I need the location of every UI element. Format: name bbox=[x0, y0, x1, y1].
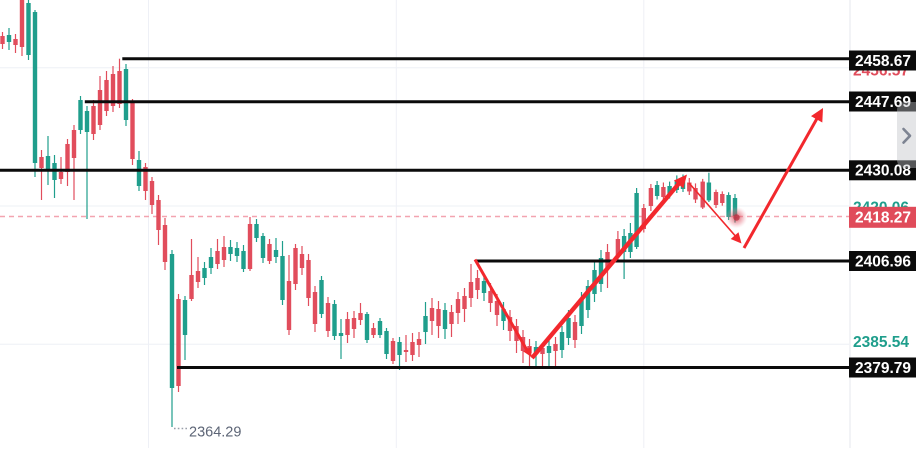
svg-text:2385.54: 2385.54 bbox=[853, 334, 909, 351]
svg-text:2458.67: 2458.67 bbox=[855, 53, 911, 70]
svg-text:2430.08: 2430.08 bbox=[855, 163, 911, 180]
svg-text:2406.96: 2406.96 bbox=[855, 253, 911, 270]
svg-text:2379.79: 2379.79 bbox=[855, 360, 911, 377]
svg-text:2364.29: 2364.29 bbox=[189, 425, 241, 441]
svg-text:2418.27: 2418.27 bbox=[855, 210, 911, 227]
svg-text:2447.69: 2447.69 bbox=[855, 94, 911, 111]
